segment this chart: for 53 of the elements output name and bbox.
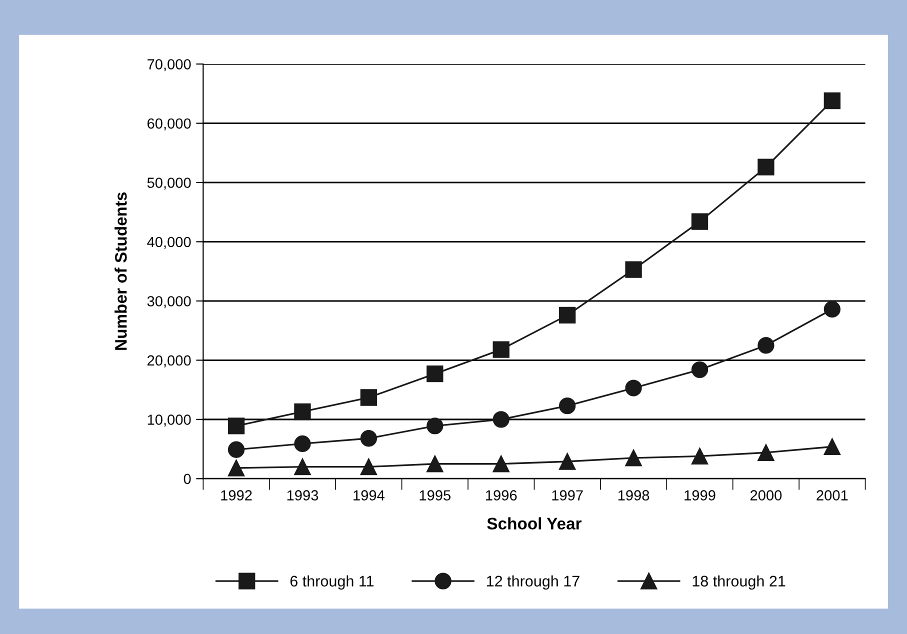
point bbox=[360, 430, 378, 447]
x-axis-title: School Year bbox=[487, 517, 582, 530]
y-tick-label: 60,000 bbox=[148, 118, 191, 130]
point bbox=[360, 458, 378, 476]
point bbox=[824, 438, 841, 456]
point bbox=[492, 456, 510, 472]
point bbox=[228, 441, 245, 458]
point bbox=[691, 361, 708, 378]
x-tick-label: 1997 bbox=[552, 490, 583, 500]
point bbox=[360, 389, 378, 406]
point bbox=[426, 365, 444, 382]
point bbox=[558, 397, 576, 414]
x-tick-label: 2001 bbox=[816, 490, 848, 500]
y-tick-label: 50,000 bbox=[147, 178, 191, 190]
legend-label: 6 through 11 bbox=[290, 575, 374, 590]
point bbox=[294, 435, 311, 452]
x-tick-label: 2000 bbox=[750, 490, 782, 500]
point bbox=[294, 458, 311, 476]
legend-label: 18 through 21 bbox=[692, 575, 786, 590]
x-tick-label: 1999 bbox=[684, 490, 716, 500]
legend-label: 12 through 17 bbox=[486, 575, 580, 590]
point bbox=[228, 460, 245, 476]
point bbox=[758, 444, 774, 461]
y-tick-label: 20,000 bbox=[147, 355, 191, 368]
x-tick-label: 1993 bbox=[287, 490, 318, 500]
point bbox=[691, 213, 708, 230]
point bbox=[625, 450, 642, 466]
point bbox=[426, 456, 444, 472]
point bbox=[691, 448, 708, 464]
x-tick-label: 1994 bbox=[354, 490, 384, 500]
y-tick-label: 0 bbox=[184, 474, 191, 484]
point bbox=[824, 92, 841, 110]
y-tick-label: 70,000 bbox=[148, 59, 191, 72]
point bbox=[558, 306, 576, 324]
point bbox=[625, 261, 642, 278]
x-tick-label: 1998 bbox=[618, 490, 650, 500]
y-tick-label: 40,000 bbox=[147, 236, 191, 249]
point bbox=[492, 341, 510, 358]
point bbox=[758, 337, 774, 354]
point bbox=[294, 403, 311, 420]
point bbox=[426, 418, 444, 434]
y-axis-title: Number of Students bbox=[114, 192, 127, 350]
point bbox=[228, 418, 245, 434]
x-tick-label: 1992 bbox=[221, 490, 252, 500]
y-tick-label: 30,000 bbox=[147, 296, 191, 308]
y-tick-label: 10,000 bbox=[148, 414, 191, 427]
point bbox=[558, 453, 576, 470]
x-tick-label: 1995 bbox=[420, 490, 451, 500]
point bbox=[492, 411, 510, 428]
point bbox=[758, 158, 774, 176]
point bbox=[625, 380, 642, 396]
x-tick-label: 1996 bbox=[486, 490, 517, 500]
point bbox=[824, 300, 841, 318]
